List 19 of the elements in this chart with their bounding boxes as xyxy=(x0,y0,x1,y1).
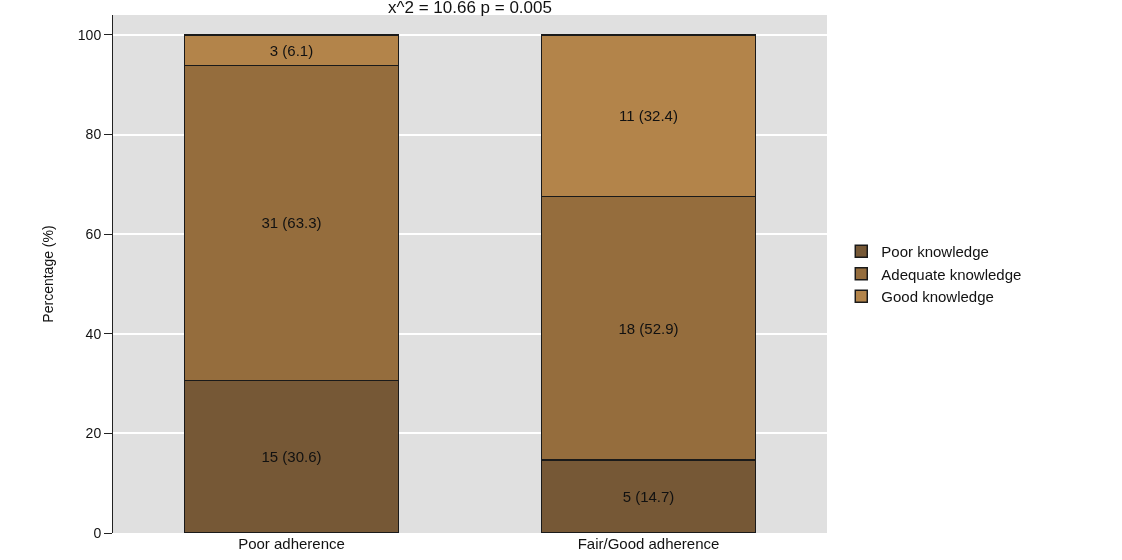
y-tick-label: 0 xyxy=(93,524,102,541)
y-tick-label: 80 xyxy=(85,126,102,143)
data-label: 11 (32.4) xyxy=(619,107,678,125)
data-label: 31 (63.3) xyxy=(261,214,322,232)
legend-label: Adequate knowledge xyxy=(881,265,1022,283)
legend-label: Poor knowledge xyxy=(881,243,989,261)
y-tick-label: 100 xyxy=(77,26,102,43)
legend-label: Good knowledge xyxy=(881,288,994,306)
data-label: 3 (6.1) xyxy=(269,41,314,59)
y-tick-label: 20 xyxy=(85,425,102,442)
chart-title: x^2 = 10.66 p = 0.005 xyxy=(388,0,552,17)
data-label: 5 (14.7) xyxy=(622,487,675,505)
y-tick-label: 60 xyxy=(85,226,102,243)
y-tick-label: 40 xyxy=(85,325,102,342)
y-axis-title: Percentage (%) xyxy=(40,225,57,323)
x-tick-label: Poor adherence xyxy=(238,535,345,552)
x-tick-label: Fair/Good adherence xyxy=(577,535,720,552)
data-label: 15 (30.6) xyxy=(261,448,322,466)
data-label: 18 (52.9) xyxy=(618,319,679,337)
